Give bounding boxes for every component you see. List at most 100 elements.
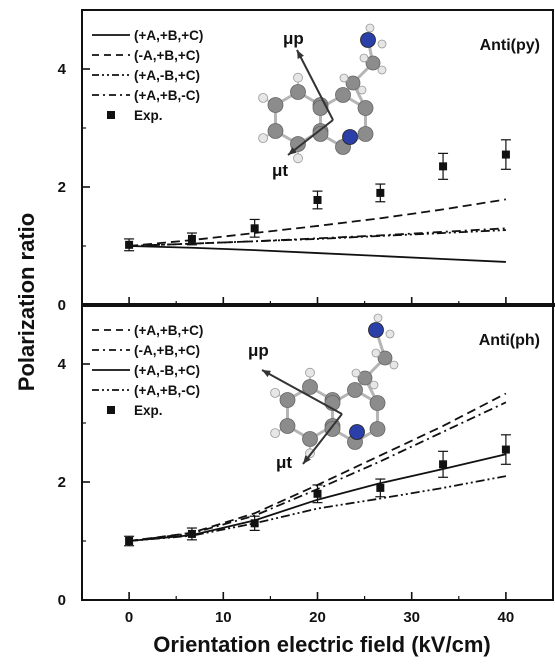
carbon-atom	[335, 87, 351, 103]
series-line-3	[129, 229, 506, 247]
legend-entry: Exp.	[134, 403, 163, 418]
x-tick-label: 30	[403, 609, 420, 626]
nitrogen-atom	[360, 32, 376, 48]
legend-entry: (+A,-B,+C)	[134, 68, 200, 83]
dipole-label-t: μt	[276, 453, 292, 472]
hydrogen-atom	[357, 85, 367, 95]
y-tick-label: 0	[58, 592, 66, 609]
y-tick-label: 4	[58, 356, 67, 373]
nitrogen-atom	[342, 129, 358, 145]
chart-panel-1: 0 2 4 μp μt (+A,+B,+C) (-A,+B,+C) (+A,-B,+C) (+A…	[58, 9, 555, 314]
exp-data-point	[501, 150, 510, 159]
legend-entry: (-A,+B,+C)	[134, 343, 200, 358]
legend-exp-marker	[107, 406, 115, 414]
exp-data-point	[125, 240, 134, 249]
exp-data-point	[187, 529, 196, 538]
series-line-1	[129, 245, 506, 263]
hydrogen-atom	[270, 428, 280, 439]
exp-data-point	[125, 537, 134, 545]
carbon-atom	[312, 126, 329, 142]
carbon-atom	[357, 100, 374, 116]
hydrogen-atom	[373, 313, 383, 323]
carbon-atom	[365, 55, 381, 71]
carbon-atom	[377, 350, 393, 366]
exp-data-point	[439, 460, 448, 469]
legend-exp-marker	[107, 111, 115, 119]
nitrogen-atom	[368, 322, 384, 338]
dipole-arrow-p-head	[262, 370, 271, 378]
hydrogen-atom	[377, 65, 387, 75]
panel-label: Anti(ph)	[479, 332, 540, 349]
y-tick-label: 0	[58, 297, 66, 314]
dipole-label-p: μp	[283, 29, 304, 48]
x-tick-label: 0	[125, 609, 133, 626]
panel-label: Anti(py)	[480, 37, 540, 54]
hydrogen-atom	[371, 348, 381, 358]
legend-entry: (-A,+B,+C)	[134, 48, 200, 63]
x-axis-title: Orientation electric field (kV/cm)	[153, 632, 490, 657]
hydrogen-atom	[293, 153, 303, 164]
exp-data-point	[250, 224, 259, 233]
molecule-structure	[258, 23, 387, 164]
dipole-label-t: μt	[272, 161, 288, 180]
legend-entry: (+A,-B,+C)	[134, 363, 200, 378]
legend-entry: (+A,+B,-C)	[134, 88, 200, 103]
hydrogen-atom	[385, 329, 395, 339]
dipole-arrow-p	[261, 369, 343, 415]
exp-data-point	[501, 445, 510, 454]
hydrogen-atom	[270, 387, 280, 398]
y-tick-label: 4	[58, 61, 67, 78]
hydrogen-atom	[369, 380, 379, 390]
dipole-arrow-t-head	[288, 147, 297, 155]
legend-entry: Exp.	[134, 108, 163, 123]
carbon-atom	[347, 382, 363, 398]
hydrogen-atom	[305, 367, 315, 378]
hydrogen-atom	[389, 360, 399, 370]
hydrogen-atom	[258, 133, 268, 144]
carbon-atom	[357, 126, 374, 142]
dipole-arrow-t-head	[303, 455, 311, 464]
carbon-atom	[279, 418, 296, 434]
carbon-atom	[290, 84, 306, 100]
hydrogen-atom	[365, 23, 375, 33]
x-tick-label: 40	[498, 609, 515, 626]
carbon-atom	[357, 370, 373, 386]
carbon-atom	[290, 136, 306, 152]
carbon-atom	[279, 392, 296, 408]
hydrogen-atom	[377, 39, 387, 49]
y-tick-label: 2	[58, 474, 66, 491]
legend-entry: (+A,+B,+C)	[134, 28, 203, 43]
exp-data-point	[376, 188, 385, 197]
legend-entry: (+A,+B,+C)	[134, 323, 203, 338]
carbon-atom	[302, 431, 318, 447]
hydrogen-atom	[258, 92, 268, 103]
hydrogen-atom	[351, 368, 361, 378]
dipole-arrow-t	[302, 413, 343, 465]
exp-data-point	[439, 162, 448, 171]
carbon-atom	[267, 97, 284, 113]
x-tick-label: 20	[309, 609, 326, 626]
dipole-arrow-p-head	[297, 50, 304, 59]
legend-entry: (+A,+B,-C)	[134, 383, 200, 398]
molecule-structure	[261, 313, 399, 465]
exp-data-point	[313, 195, 322, 204]
x-tick-label: 10	[215, 609, 232, 626]
hydrogen-atom	[359, 53, 369, 63]
y-axis-title: Polarization ratio	[14, 213, 39, 391]
carbon-atom	[302, 379, 318, 395]
carbon-atom	[345, 75, 361, 91]
exp-data-point	[187, 234, 196, 243]
hydrogen-atom	[293, 72, 303, 83]
y-tick-label: 2	[58, 179, 66, 196]
nitrogen-atom	[349, 424, 365, 440]
exp-data-point	[376, 483, 385, 492]
dipole-arrow-p	[296, 49, 334, 121]
exp-data-point	[250, 519, 259, 528]
carbon-atom	[267, 123, 284, 139]
carbon-atom	[324, 421, 341, 437]
dipole-arrow-t	[287, 119, 334, 156]
carbon-atom	[369, 421, 386, 437]
hydrogen-atom	[339, 73, 349, 83]
